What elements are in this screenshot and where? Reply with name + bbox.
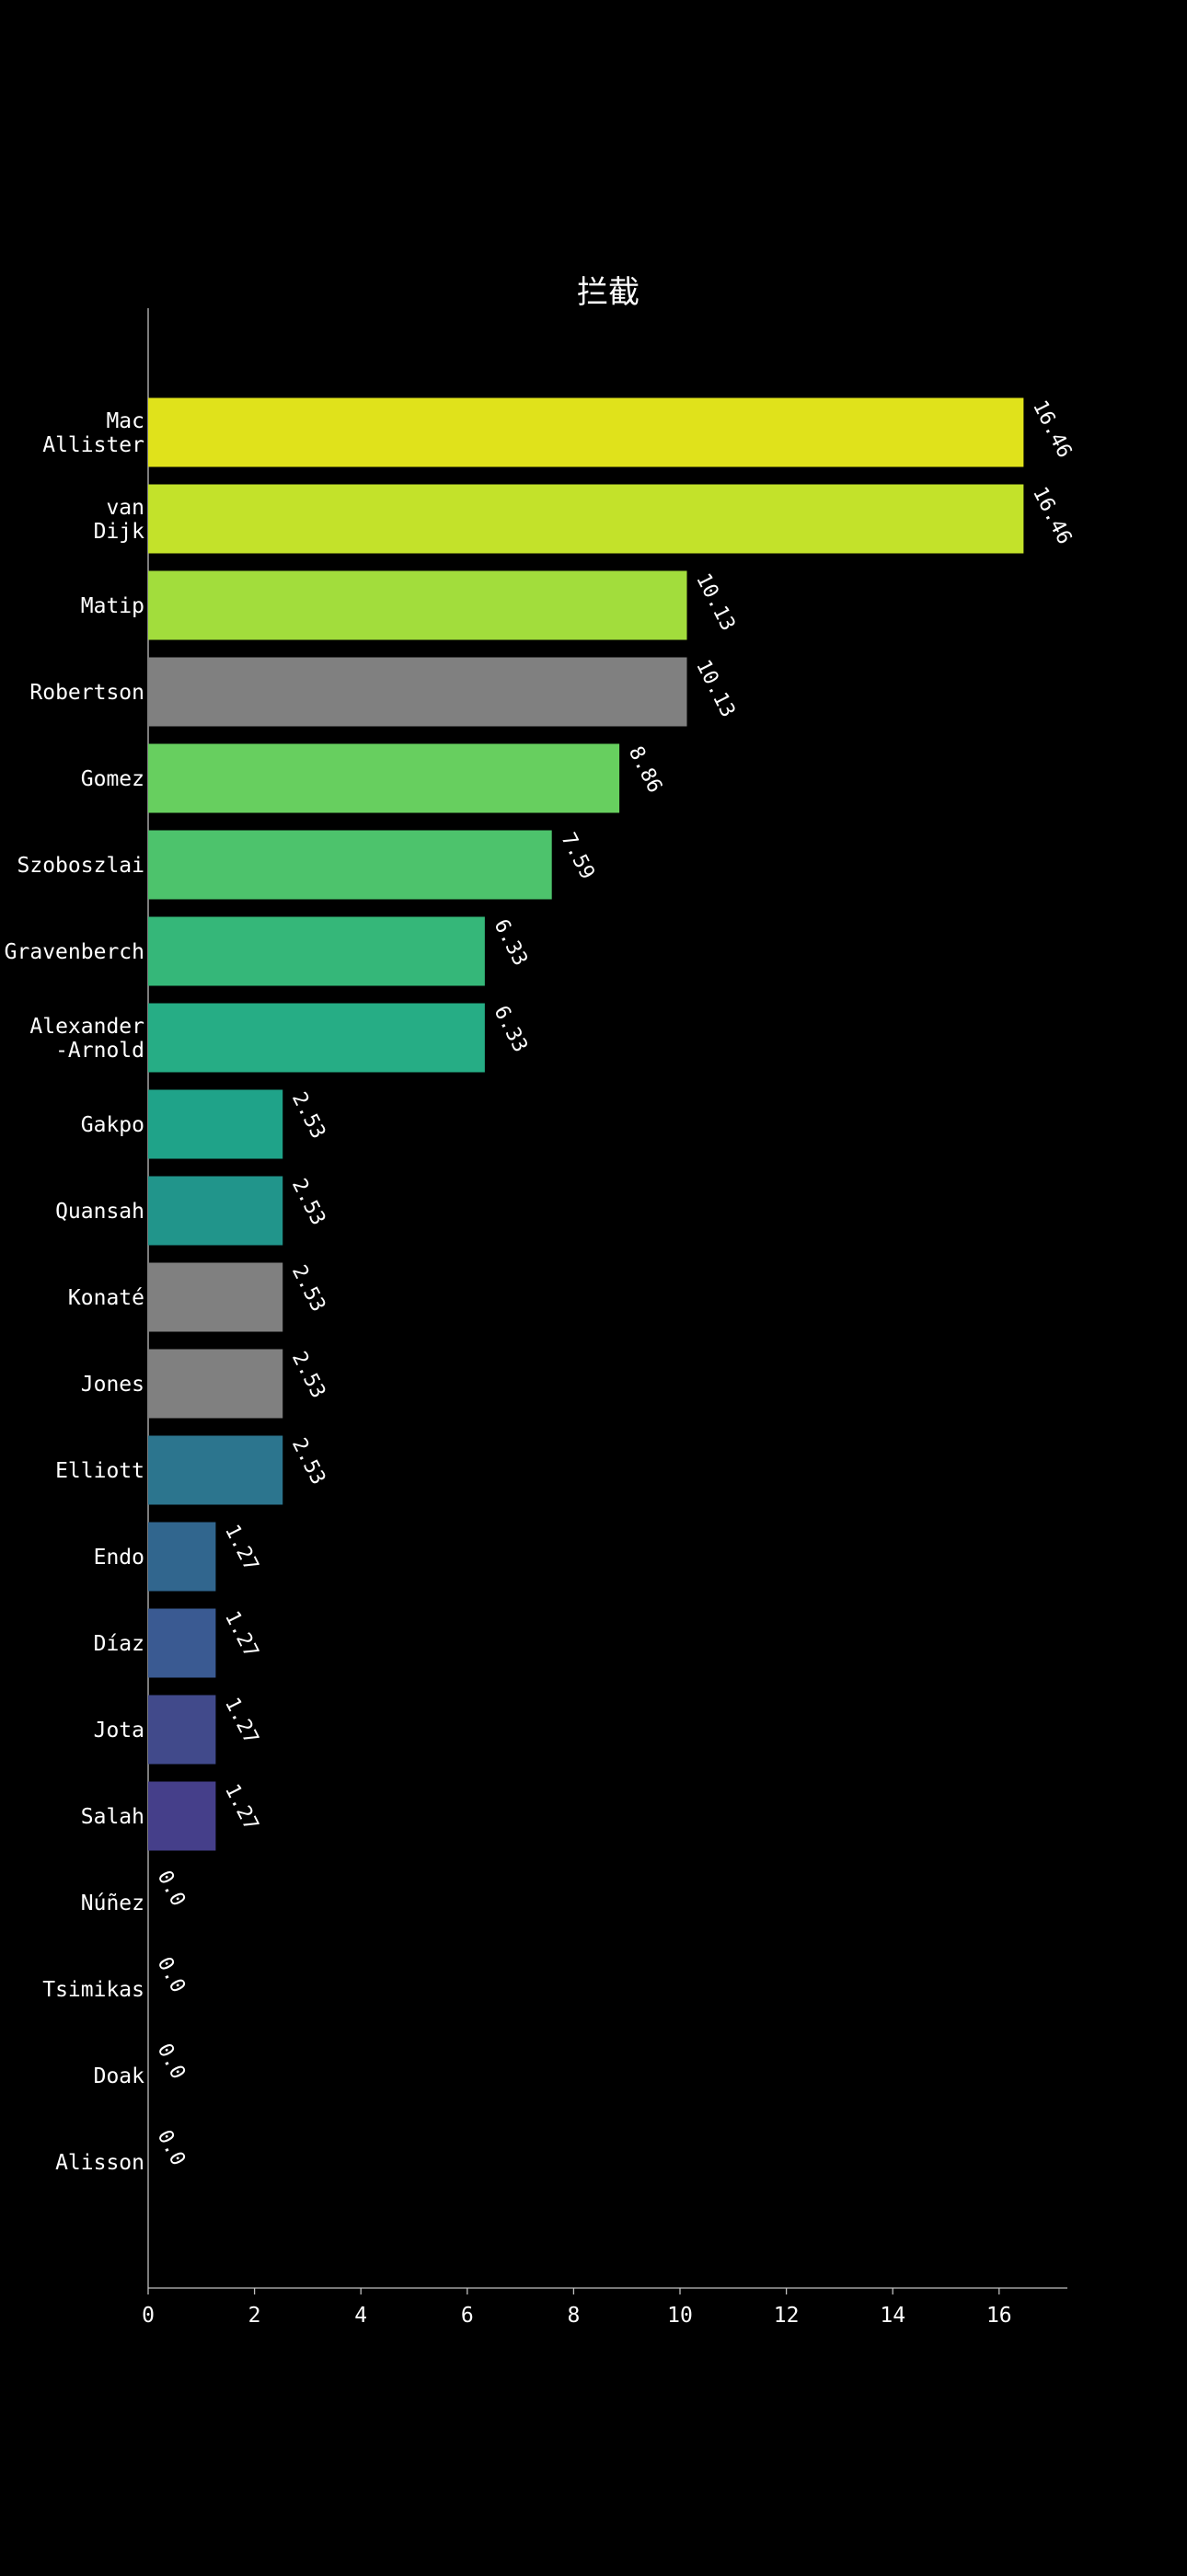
value-label: 7.59 (556, 829, 598, 883)
category-label: Gomez (81, 767, 144, 791)
category-label: Konaté (68, 1286, 144, 1310)
bar (148, 1349, 283, 1419)
bar (148, 570, 687, 640)
bar (148, 1089, 283, 1159)
x-tick-label: 2 (248, 2304, 261, 2328)
bar (148, 916, 485, 986)
value-label: 6.33 (490, 915, 532, 970)
value-label: 1.27 (220, 1694, 262, 1748)
bar (148, 657, 687, 727)
category-label: Jota (94, 1719, 144, 1742)
bar (148, 1003, 485, 1073)
value-label: 2.53 (287, 1175, 329, 1229)
x-tick-label: 4 (354, 2304, 367, 2328)
value-label: 2.53 (287, 1434, 329, 1489)
category-label: Gakpo (81, 1113, 144, 1137)
x-tick-label: 6 (461, 2304, 474, 2328)
category-label: Elliott (55, 1459, 144, 1483)
category-label: Tsimikas (42, 1978, 144, 2002)
category-label: Robertson (29, 681, 144, 705)
category-label: Jones (81, 1373, 144, 1397)
bar (148, 1695, 216, 1765)
x-tick-label: 0 (142, 2304, 155, 2328)
bar (148, 830, 552, 900)
value-label: 2.53 (287, 1261, 329, 1316)
category-label: Mac Allister (42, 409, 144, 457)
value-label: 0.0 (153, 1867, 190, 1910)
bar (148, 1176, 283, 1246)
value-label: 6.33 (490, 1002, 532, 1056)
bar (148, 397, 1024, 467)
bar (148, 1262, 283, 1332)
category-label: Matip (81, 594, 144, 618)
category-label: Szoboszlai (17, 854, 144, 878)
x-tick-label: 14 (880, 2304, 905, 2328)
value-label: 0.0 (153, 1953, 190, 1996)
value-label: 10.13 (691, 569, 739, 634)
category-label: Núñez (81, 1892, 144, 1915)
bar (148, 1522, 216, 1592)
value-label: 2.53 (287, 1088, 329, 1143)
bar (148, 484, 1024, 554)
bar (148, 1781, 216, 1851)
x-tick-label: 12 (774, 2304, 800, 2328)
value-label: 16.46 (1028, 397, 1076, 461)
value-label: 2.53 (287, 1348, 329, 1402)
value-label: 8.86 (624, 742, 666, 797)
value-label: 1.27 (220, 1521, 262, 1575)
bar (148, 1435, 283, 1505)
x-tick-label: 10 (667, 2304, 693, 2328)
category-label: Díaz (94, 1632, 144, 1656)
value-label: 10.13 (691, 656, 739, 720)
value-label: 0.0 (153, 2126, 190, 2169)
value-label: 16.46 (1028, 483, 1076, 547)
x-tick-label: 8 (567, 2304, 580, 2328)
category-label: Endo (94, 1546, 144, 1570)
category-label: Quansah (55, 1200, 144, 1224)
chart-title: 拦截 (577, 274, 640, 311)
value-label: 0.0 (153, 2040, 190, 2083)
bar (148, 1608, 216, 1678)
category-label: Alisson (55, 2151, 144, 2175)
value-label: 1.27 (220, 1607, 262, 1662)
category-label: Alexander -Arnold (29, 1015, 144, 1063)
value-label: 1.27 (220, 1780, 262, 1834)
category-label: van Dijk (94, 496, 145, 544)
bar (148, 743, 620, 813)
category-label: Doak (94, 2064, 145, 2088)
category-label: Salah (81, 1805, 144, 1829)
x-tick-label: 16 (986, 2304, 1012, 2328)
category-label: Gravenberch (5, 940, 144, 964)
